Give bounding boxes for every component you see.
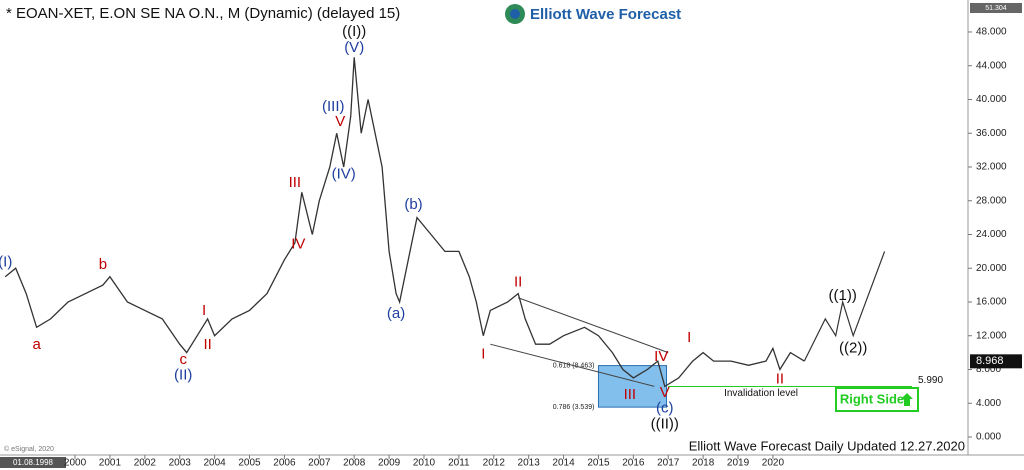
wave-label: IV bbox=[291, 236, 305, 253]
x-tick-label: 2014 bbox=[552, 458, 575, 469]
y-tick-label: 4.000 bbox=[976, 398, 1001, 409]
x-tick-label: 2013 bbox=[518, 458, 541, 469]
y-tick-label: 12.000 bbox=[976, 330, 1007, 341]
wave-label: (b) bbox=[404, 196, 422, 213]
wave-label: (I) bbox=[0, 253, 12, 270]
trend-line bbox=[490, 343, 655, 387]
wave-label: IV bbox=[654, 348, 668, 365]
right-side-box bbox=[835, 387, 919, 412]
right-side-arrow bbox=[901, 393, 913, 406]
wave-label: (a) bbox=[387, 305, 405, 322]
chart-title: * EOAN-XET, E.ON SE NA O.N., M (Dynamic)… bbox=[6, 5, 400, 22]
fib-label: 0.786 (3.539) bbox=[553, 404, 595, 411]
y-tick-label: 20.000 bbox=[976, 263, 1007, 274]
wave-label: ((2)) bbox=[839, 339, 867, 356]
y-tick-label: 40.000 bbox=[976, 94, 1007, 105]
wave-label: I bbox=[202, 302, 206, 319]
wave-label: II bbox=[776, 371, 784, 388]
start-date: 01.08.1998 bbox=[13, 458, 54, 467]
x-tick-label: 2018 bbox=[692, 458, 715, 469]
fib-target-box bbox=[597, 365, 668, 408]
wave-label: III bbox=[624, 386, 637, 403]
x-tick-label: 2016 bbox=[622, 458, 645, 469]
x-tick-label: 2019 bbox=[727, 458, 750, 469]
y-tick-label: 0.000 bbox=[976, 432, 1001, 443]
wave-label: ((1)) bbox=[829, 287, 857, 304]
last-value-box bbox=[970, 354, 1022, 369]
invalidation-text: Invalidation level bbox=[724, 388, 798, 399]
x-tick-label: 2005 bbox=[238, 458, 261, 469]
projection-line bbox=[803, 251, 886, 362]
wave-label: I bbox=[687, 329, 691, 346]
wave-label: II bbox=[514, 274, 522, 291]
wave-label: ((I)) bbox=[342, 23, 366, 40]
y-tick-label: 48.000 bbox=[976, 27, 1007, 38]
start-date-box bbox=[0, 457, 66, 468]
y-tick-label: 28.000 bbox=[976, 195, 1007, 206]
x-tick-label: 2007 bbox=[308, 458, 331, 469]
x-tick-label: 2009 bbox=[378, 458, 401, 469]
y-tick-label: 36.000 bbox=[976, 128, 1007, 139]
wave-label: (c) bbox=[656, 399, 674, 416]
footer: Elliott Wave Forecast Daily Updated 12.2… bbox=[689, 438, 965, 453]
logo: Elliott Wave Forecast bbox=[505, 4, 681, 24]
wave-label: ((II)) bbox=[651, 415, 679, 432]
x-tick-label: 2001 bbox=[99, 458, 122, 469]
x-tick-label: 2017 bbox=[657, 458, 680, 469]
x-tick-label: 2004 bbox=[203, 458, 226, 469]
last-value-label: 8.968 bbox=[976, 355, 1004, 367]
invalidation-label: 5.990 bbox=[918, 375, 943, 386]
axis-max-box bbox=[970, 3, 1022, 13]
x-tick-label: 2000 bbox=[64, 458, 87, 469]
y-tick-label: 8.000 bbox=[976, 364, 1001, 375]
wave-label: b bbox=[99, 256, 107, 273]
x-tick-label: 2011 bbox=[448, 458, 470, 469]
logo-text: Elliott Wave Forecast bbox=[530, 6, 681, 23]
trend-line bbox=[518, 297, 669, 354]
wave-label: c bbox=[179, 351, 187, 368]
wave-label: I bbox=[481, 345, 485, 362]
wave-label: II bbox=[203, 336, 211, 353]
x-tick-label: 2006 bbox=[273, 458, 296, 469]
x-tick-label: 2012 bbox=[483, 458, 506, 469]
x-tick-label: 2003 bbox=[169, 458, 192, 469]
wave-label: (III) bbox=[322, 98, 345, 115]
x-tick-label: 2002 bbox=[134, 458, 157, 469]
wave-label: (II) bbox=[174, 366, 192, 383]
price-line bbox=[4, 57, 805, 388]
axis-max-label: 51.304 bbox=[985, 5, 1007, 12]
right-side-text: Right Side bbox=[840, 391, 904, 406]
wave-label: (V) bbox=[344, 39, 364, 56]
x-tick-label: 2010 bbox=[413, 458, 436, 469]
y-tick-label: 16.000 bbox=[976, 297, 1007, 308]
x-tick-label: 2008 bbox=[343, 458, 366, 469]
y-tick-label: 32.000 bbox=[976, 162, 1007, 173]
wave-label: V bbox=[660, 384, 670, 401]
x-tick-label: 2015 bbox=[587, 458, 610, 469]
x-tick-label: 2020 bbox=[762, 458, 785, 469]
wave-label: V bbox=[335, 113, 345, 130]
y-tick-label: 24.000 bbox=[976, 229, 1007, 240]
logo-icon-inner bbox=[510, 9, 520, 19]
y-tick-label: 44.000 bbox=[976, 60, 1007, 71]
wave-label: III bbox=[289, 174, 302, 191]
copyright: © eSignal, 2020 bbox=[4, 445, 54, 453]
wave-label: a bbox=[32, 336, 41, 353]
wave-label: (IV) bbox=[332, 166, 356, 183]
